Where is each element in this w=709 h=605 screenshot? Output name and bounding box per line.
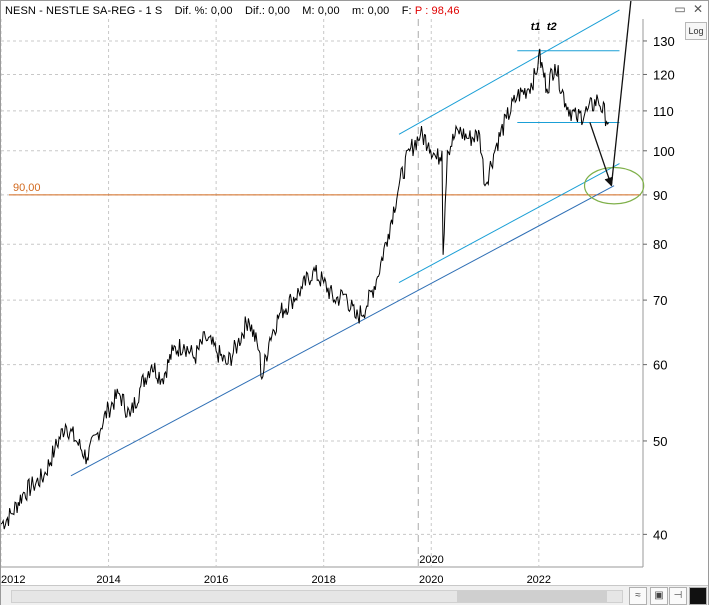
x-tick-label: 2022	[527, 574, 551, 585]
y-tick-label: 100	[653, 144, 675, 159]
min-label: m:	[352, 5, 365, 17]
zigzag-icon[interactable]: ≈	[629, 587, 647, 605]
price-series-line	[1, 48, 610, 530]
level-90-label: 90,00	[13, 182, 41, 194]
peak-label-t1: t1	[531, 21, 541, 33]
y-tick-label: 60	[653, 358, 667, 373]
x-tick-label: 2014	[96, 574, 120, 585]
channel-lower-line	[398, 163, 620, 283]
time-scrollbar[interactable]	[11, 590, 623, 603]
max-value: 0,00	[317, 5, 340, 17]
x-tick-label: 2020	[419, 574, 443, 585]
bottom-toolbar: ≈ ▣ ⊣	[1, 585, 708, 605]
y-tick-label: 80	[653, 237, 667, 252]
close-icon[interactable]: ✕	[692, 2, 704, 16]
symbol: NESN	[5, 5, 36, 17]
y-tick-label: 90	[653, 188, 667, 203]
target-ellipse	[583, 166, 645, 205]
year-separator-label: 2020	[419, 554, 443, 566]
window-controls: ▭ ✕	[674, 3, 704, 15]
x-tick-label: 2012	[1, 574, 25, 585]
y-tick-label: 110	[653, 104, 674, 119]
projection-arrow-up	[610, 1, 632, 186]
chart-header: NESN - NESTLE SA-REG - 1 S Dif. %: 0,00 …	[5, 5, 460, 17]
color-square-icon[interactable]	[689, 587, 707, 605]
y-tick-label: 70	[653, 293, 667, 308]
scrollbar-thumb[interactable]	[457, 591, 607, 602]
log-scale-button[interactable]: Log	[685, 22, 707, 40]
dif-value: 0,00	[268, 5, 290, 17]
pin-icon[interactable]: ⊣	[669, 587, 687, 605]
save-icon[interactable]: ▣	[650, 587, 668, 605]
x-tick-label: 2018	[311, 574, 335, 585]
x-tick-label: 2016	[204, 574, 228, 585]
y-tick-label: 50	[653, 434, 667, 449]
close-label: F:	[401, 5, 412, 17]
dif-pct-value: 0,00	[210, 5, 233, 17]
y-tick-label: 130	[653, 34, 675, 49]
y-tick-label: 120	[653, 67, 675, 82]
y-tick-label: 40	[653, 527, 667, 542]
peak-label-t2: t2	[547, 21, 557, 33]
timeframe: 1 S	[145, 5, 163, 17]
price-readout: P : 98,46	[414, 5, 460, 17]
dif-label: Dif.:	[244, 5, 266, 17]
max-label: M:	[302, 5, 315, 17]
dif-pct-label: Dif. %:	[174, 5, 208, 17]
support-trendline	[70, 185, 615, 477]
instrument-name: NESTLE SA-REG	[46, 5, 136, 17]
restore-icon[interactable]: ▭	[674, 2, 686, 16]
channel-upper-line	[398, 9, 620, 135]
price-chart: 40 50 60 70 80 90 100 110 120 130 2012 2014 2016 2018…	[1, 1, 675, 585]
projection-arrow-down	[589, 122, 614, 187]
min-value: 0,00	[367, 5, 390, 17]
